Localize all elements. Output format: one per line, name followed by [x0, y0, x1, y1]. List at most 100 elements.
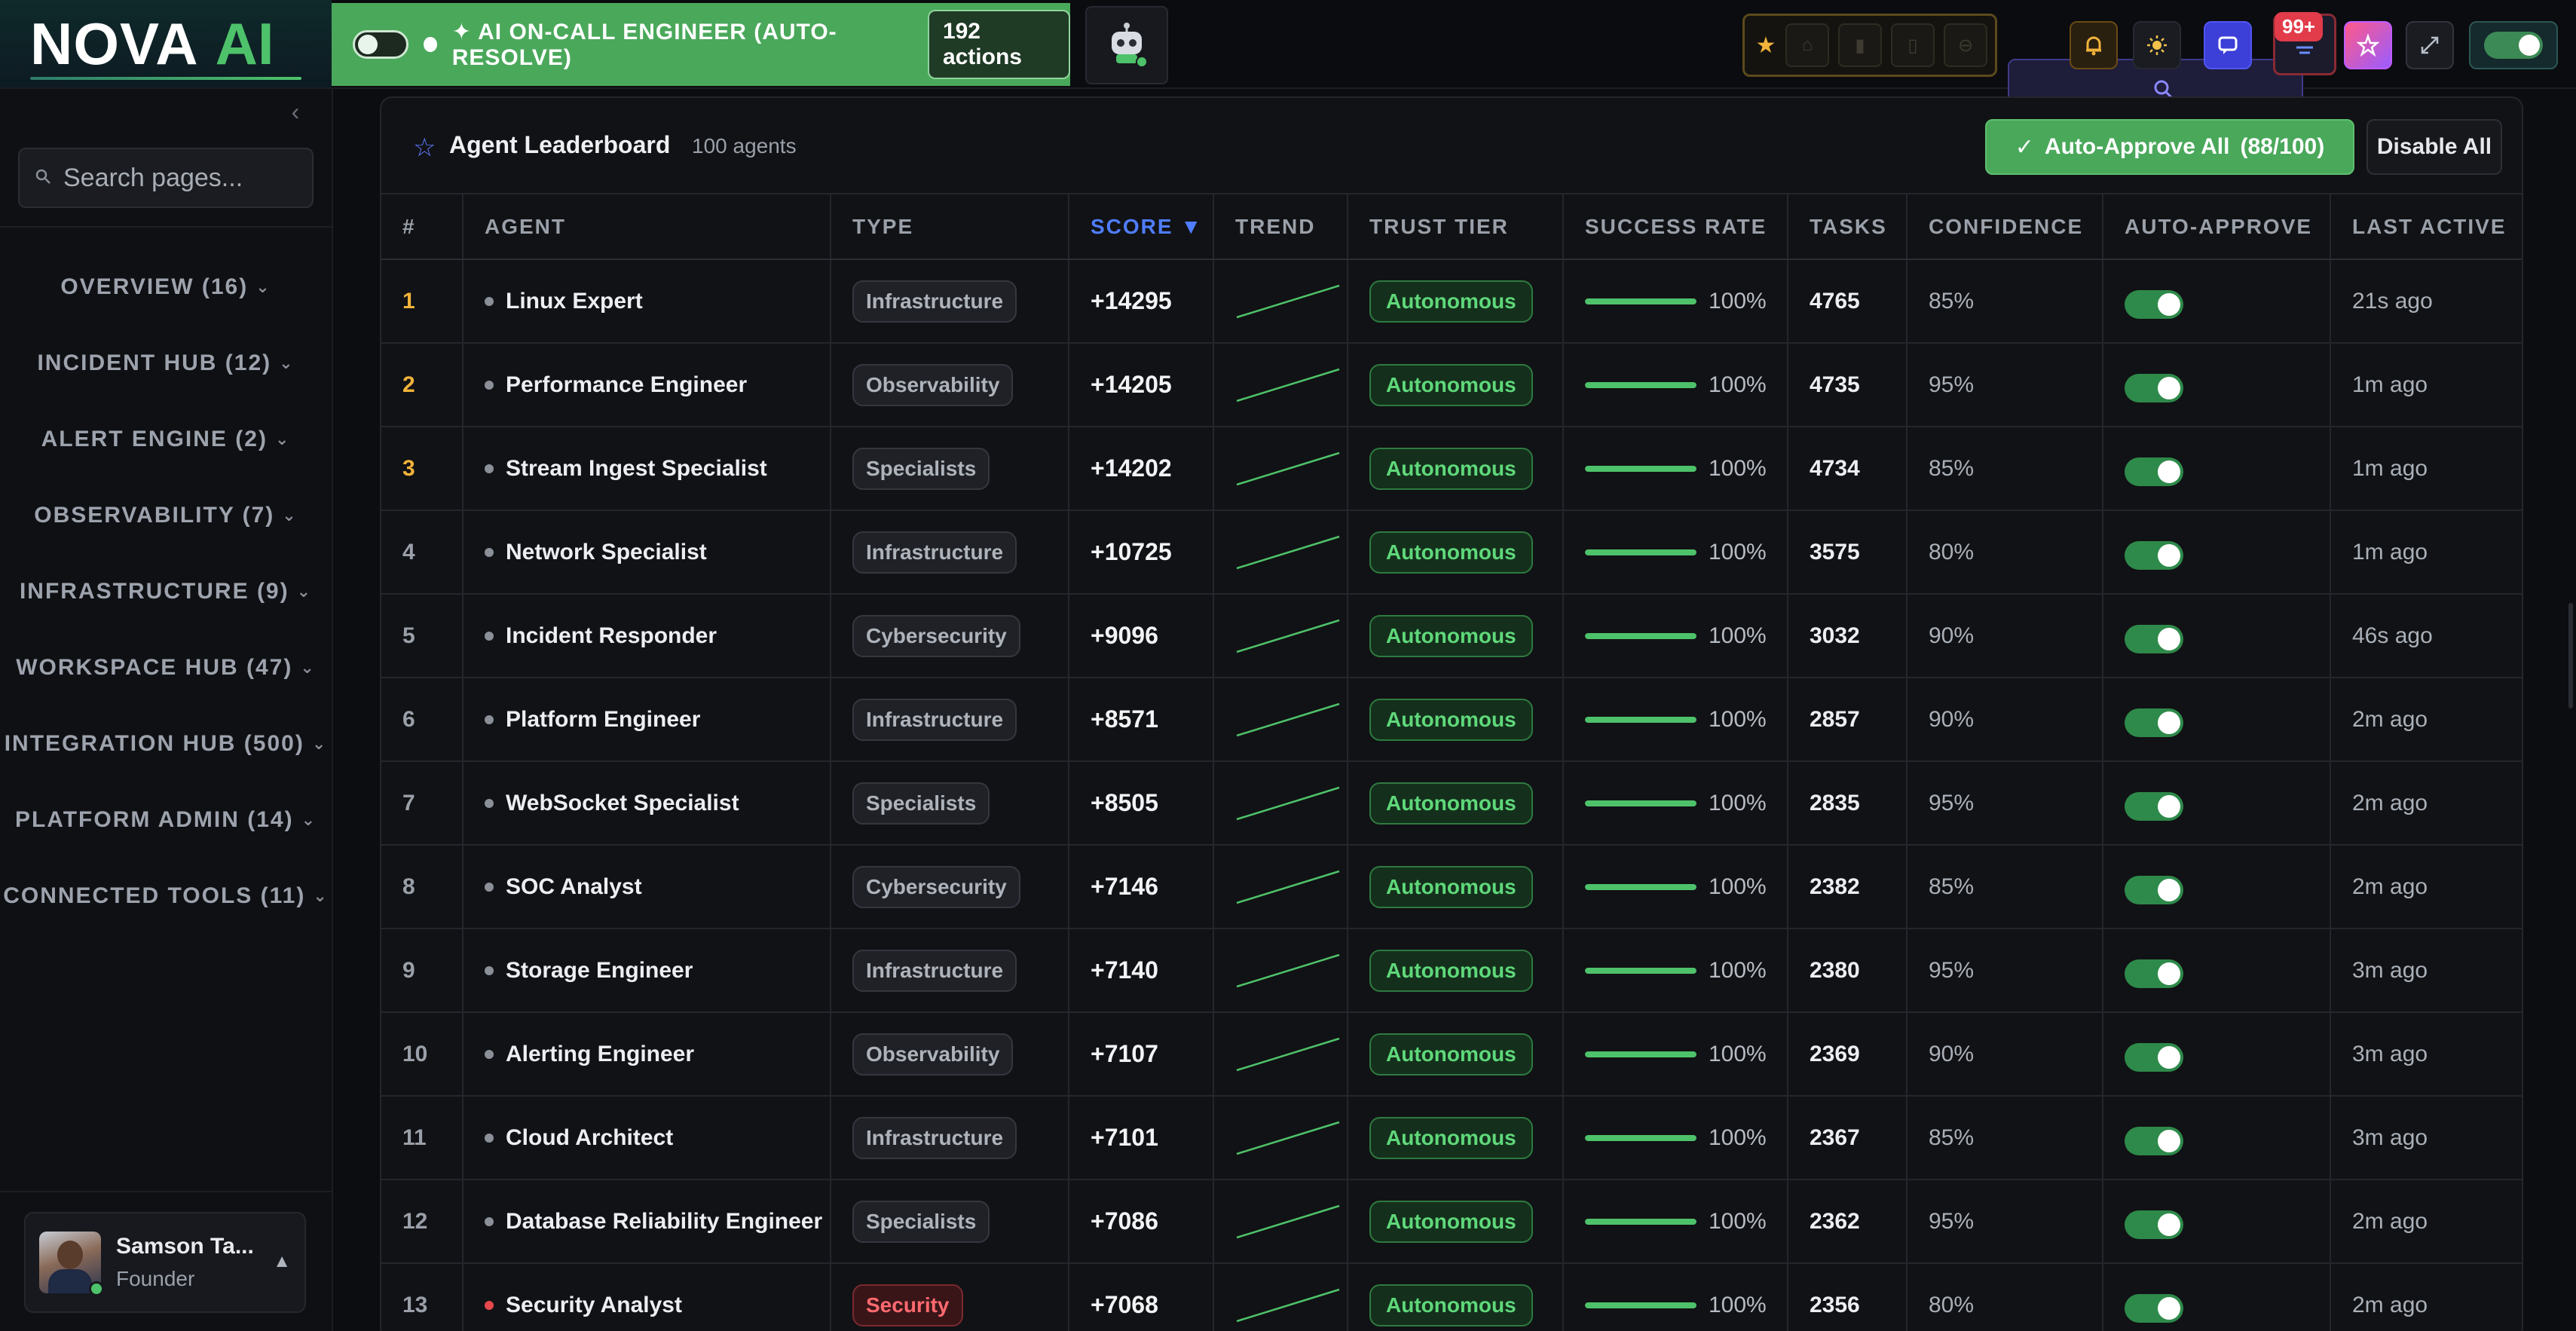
col-agent[interactable]: AGENT — [463, 194, 831, 260]
table-row[interactable]: 12 Database Reliability Engineer Specialis… — [381, 1180, 2522, 1264]
auto-approve-toggle[interactable] — [2125, 540, 2183, 570]
notifications-button[interactable] — [2070, 21, 2118, 69]
rank-cell: 7 — [381, 761, 463, 846]
table-row[interactable]: 10 Alerting Engineer Observability +7107 Aut… — [381, 1012, 2522, 1097]
col-tasks[interactable]: TASKS — [1788, 194, 1908, 260]
nav-alert-engine[interactable]: ALERT ENGINE (2) ⌄ — [0, 401, 332, 477]
nav-incident-hub[interactable]: INCIDENT HUB (12) ⌄ — [0, 325, 332, 401]
brand-logo[interactable]: NOVA AI — [0, 0, 332, 87]
trust-tier-badge: Autonomous — [1369, 1033, 1533, 1076]
agent-name[interactable]: SOC Analyst — [506, 874, 642, 900]
type-cell: Specialists — [831, 1180, 1069, 1264]
table-row[interactable]: 4 Network Specialist Infrastructure +10725 A… — [381, 510, 2522, 595]
star-icon: ☆ — [413, 133, 436, 162]
agent-name[interactable]: Performance Engineer — [506, 372, 748, 398]
col-last-active[interactable]: LAST ACTIVE — [2330, 194, 2522, 260]
table-row[interactable]: 3 Stream Ingest Specialist Specialists +142… — [381, 427, 2522, 511]
auto-approve-toggle[interactable] — [2125, 1042, 2183, 1072]
success-bar — [1585, 465, 1696, 472]
col-type[interactable]: TYPE — [831, 194, 1069, 260]
scrollbar[interactable] — [2568, 603, 2573, 708]
sidebar: ‹ OVERVIEW (16) ⌄ INCIDENT HUB (12) ⌄ ALER… — [0, 89, 333, 1331]
tasks-cell: 2857 — [1788, 678, 1908, 762]
table-row[interactable]: 11 Cloud Architect Infrastructure +7101 Auto… — [381, 1096, 2522, 1180]
favorite-slot[interactable]: ⌂ — [1785, 23, 1829, 67]
oncall-toggle[interactable] — [353, 30, 408, 59]
auto-approve-toggle[interactable] — [2125, 1210, 2183, 1239]
agent-name[interactable]: Network Specialist — [506, 540, 707, 565]
table-row[interactable]: 9 Storage Engineer Infrastructure +7140 Auto… — [381, 929, 2522, 1013]
nav-workspace-hub[interactable]: WORKSPACE HUB (47) ⌄ — [0, 629, 332, 705]
favorite-slot[interactable]: ▯ — [1891, 23, 1935, 67]
success-bar — [1585, 1302, 1696, 1308]
agent-name[interactable]: Incident Responder — [506, 623, 717, 649]
agent-name[interactable]: Database Reliability Engineer — [506, 1209, 823, 1235]
auto-approve-cell — [2103, 845, 2331, 929]
nav-overview[interactable]: OVERVIEW (16) ⌄ — [0, 249, 332, 325]
nav-infrastructure[interactable]: INFRASTRUCTURE (9) ⌄ — [0, 553, 332, 629]
agent-name[interactable]: Stream Ingest Specialist — [506, 456, 767, 482]
oncall-actions-badge[interactable]: 192 actions — [927, 10, 1070, 79]
panel-title: Agent Leaderboard — [449, 131, 671, 158]
toggle-knob — [2158, 1045, 2180, 1069]
table-row[interactable]: 7 WebSocket Specialist Specialists +8505 Aut… — [381, 761, 2522, 846]
auto-approve-toggle[interactable] — [2125, 289, 2183, 319]
nav-integration-hub[interactable]: INTEGRATION HUB (500) ⌄ — [0, 705, 332, 782]
col-trust-tier[interactable]: TRUST TIER — [1348, 194, 1564, 260]
table-row[interactable]: 8 SOC Analyst Cybersecurity +7146 Autonomous… — [381, 845, 2522, 929]
col-confidence[interactable]: CONFIDENCE — [1907, 194, 2103, 260]
col-rank[interactable]: # — [381, 194, 463, 260]
auto-approve-toggle[interactable] — [2125, 959, 2183, 988]
favorite-slot[interactable]: ⊖ — [1944, 23, 1987, 67]
auto-approve-toggle[interactable] — [2125, 457, 2183, 486]
table-row[interactable]: 6 Platform Engineer Infrastructure +8571 Aut… — [381, 678, 2522, 762]
auto-approve-toggle[interactable] — [2125, 1126, 2183, 1155]
nav-connected-tools[interactable]: CONNECTED TOOLS (11) ⌄ — [0, 858, 332, 934]
user-menu[interactable]: Samson Ta... Founder ▲ — [24, 1212, 306, 1313]
auto-approve-toggle[interactable] — [2125, 875, 2183, 904]
auto-approve-toggle[interactable] — [2125, 373, 2183, 402]
nav-platform-admin[interactable]: PLATFORM ADMIN (14) ⌄ — [0, 782, 332, 858]
agent-name[interactable]: Storage Engineer — [506, 958, 693, 984]
auto-approve-toggle[interactable] — [2125, 791, 2183, 821]
agent-name[interactable]: Security Analyst — [506, 1293, 682, 1318]
agent-status-dot — [485, 1134, 494, 1143]
chat-button[interactable] — [2204, 21, 2252, 69]
fullscreen-button[interactable] — [2406, 21, 2454, 69]
col-auto-approve[interactable]: AUTO-APPROVE — [2103, 194, 2331, 260]
sparkle-button[interactable] — [2344, 21, 2392, 69]
toggle-knob — [2158, 460, 2180, 483]
favorite-slot[interactable]: ▮ — [1838, 23, 1882, 67]
star-icon[interactable]: ★ — [1755, 32, 1776, 58]
type-cell: Cybersecurity — [831, 594, 1069, 678]
success-bar — [1585, 632, 1696, 639]
auto-approve-toggle[interactable] — [2125, 624, 2183, 653]
agent-name[interactable]: WebSocket Specialist — [506, 791, 739, 816]
type-badge: Infrastructure — [852, 531, 1017, 574]
table-row[interactable]: 13 Security Analyst Security +7068 Autonomou… — [381, 1263, 2522, 1331]
agent-name[interactable]: Alerting Engineer — [506, 1042, 695, 1067]
assistant-button[interactable] — [1085, 6, 1168, 84]
nav-observability[interactable]: OBSERVABILITY (7) ⌄ — [0, 477, 332, 553]
col-score[interactable]: SCORE ▼ — [1069, 194, 1214, 260]
table-row[interactable]: 2 Performance Engineer Observability +14205… — [381, 343, 2522, 427]
type-badge: Infrastructure — [852, 698, 1017, 741]
toggle-knob — [2158, 376, 2180, 399]
search-input[interactable] — [63, 163, 304, 193]
auto-approve-all-button[interactable]: ✓ Auto-Approve All (88/100) — [1985, 119, 2354, 175]
auto-approve-toggle[interactable] — [2125, 1293, 2183, 1323]
agent-name[interactable]: Linux Expert — [506, 289, 643, 314]
auto-approve-toggle[interactable] — [2125, 708, 2183, 737]
theme-toggle-button[interactable] — [2133, 21, 2181, 69]
col-trend[interactable]: TREND — [1213, 194, 1348, 260]
agent-name[interactable]: Cloud Architect — [506, 1125, 674, 1151]
agent-name[interactable]: Platform Engineer — [506, 707, 701, 733]
table-row[interactable]: 5 Incident Responder Cybersecurity +9096 Aut… — [381, 594, 2522, 678]
collapse-sidebar-button[interactable]: ‹ — [291, 98, 300, 125]
auto-approve-cell — [2103, 427, 2331, 511]
col-success-rate[interactable]: SUCCESS RATE — [1563, 194, 1788, 260]
table-row[interactable]: 1 Linux Expert Infrastructure +14295 Autonom… — [381, 259, 2522, 344]
trust-tier-badge: Autonomous — [1369, 447, 1533, 490]
disable-all-button[interactable]: Disable All — [2366, 119, 2502, 175]
global-toggle[interactable] — [2469, 21, 2558, 69]
